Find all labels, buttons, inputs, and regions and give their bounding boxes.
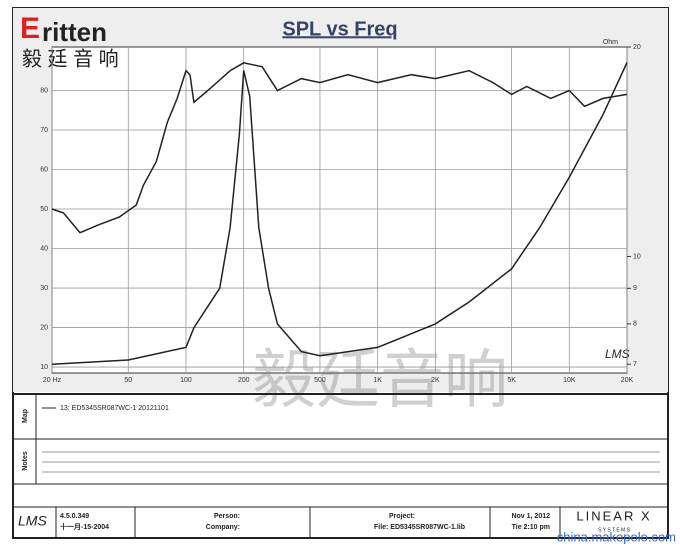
x-tick-label: 50 (124, 377, 132, 384)
x-tick-label: 1K (373, 377, 382, 384)
y-tick-label: 30 (40, 285, 48, 292)
version: 4.5.0.349 (60, 513, 89, 520)
plot-area (51, 46, 628, 374)
notes-label: Notes (22, 451, 29, 471)
legend-entry: 13: ED5345SR087WC-1 20121101 (60, 405, 169, 412)
y-tick-label: 40 (40, 245, 48, 252)
series-line (51, 62, 628, 365)
y2-axis-label: Ohm (603, 39, 618, 46)
y2-tick-label: 10 (633, 253, 641, 260)
company: Company: (206, 524, 240, 531)
brand: LINEAR X (576, 508, 651, 523)
y2-tick-label: 9 (633, 285, 637, 292)
x-tick-label: 200 (238, 377, 250, 384)
site: china.makepolo.com (557, 529, 676, 544)
lms-mark: LMS (605, 347, 630, 361)
footer-lms: LMS (18, 513, 47, 529)
date: Nov 1, 2012 (511, 513, 550, 520)
x-tick-label: 2K (431, 377, 440, 384)
time: Tie 2:10 pm (512, 524, 550, 531)
project: Project: (389, 513, 415, 520)
person: Person: (214, 513, 240, 520)
logo-cn: 毅 廷 音 响 (22, 47, 119, 70)
logo: ritten (42, 17, 107, 47)
y-tick-label: 60 (40, 166, 48, 173)
y-tick-label: 70 (40, 127, 48, 134)
y-tick-label: 80 (40, 87, 48, 94)
x-tick-label: 20 Hz (43, 377, 62, 384)
x-tick-label: 5K (507, 377, 516, 384)
y-tick-label: 50 (40, 206, 48, 213)
brand-sub: S Y S T E M S (598, 527, 631, 533)
x-tick-label: 100 (180, 377, 192, 384)
notes-lines (42, 451, 660, 473)
chart-title: SPL vs Freq (282, 18, 397, 40)
series-line (51, 62, 628, 234)
watermark: 毅廷音响 (252, 344, 508, 416)
y2-tick-label: 8 (633, 321, 637, 328)
y-tick-label: 20 (40, 324, 48, 331)
logo-initial: E (20, 12, 40, 45)
version-date: 十一月-15-2004 (60, 522, 109, 531)
x-tick-label: 500 (314, 377, 326, 384)
y-tick-label: 10 (40, 364, 48, 371)
file: File: ED5345SR087WC-1.lib (374, 524, 465, 531)
y2-tick-label: 7 (633, 361, 637, 368)
y2-tick-label: 20 (633, 44, 641, 51)
x-tick-label: 10K (563, 377, 576, 384)
map-label: Map (22, 409, 29, 423)
x-tick-label: 20K (621, 377, 634, 384)
